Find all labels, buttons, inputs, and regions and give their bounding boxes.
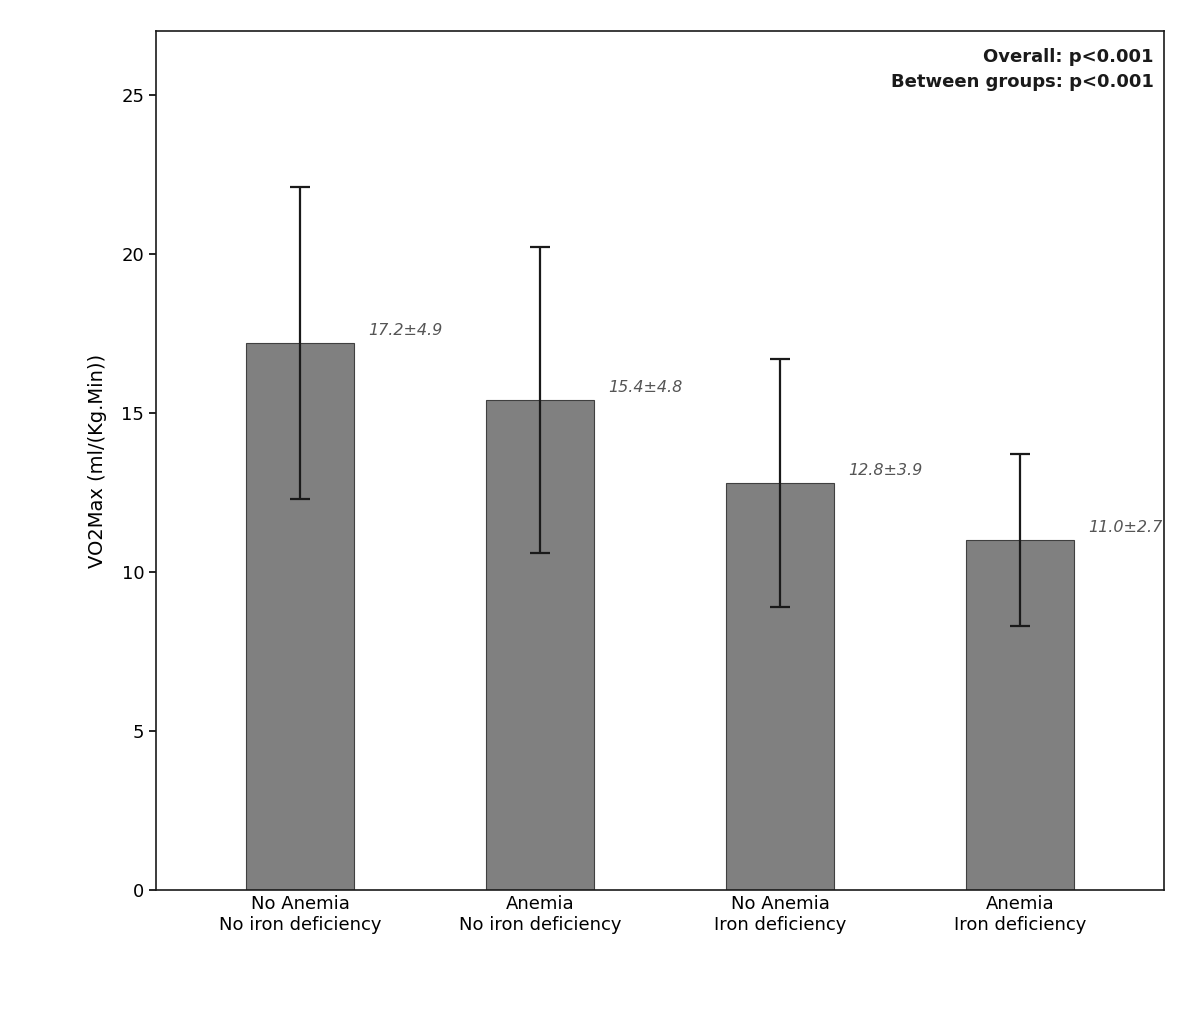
Bar	[726, 483, 834, 890]
Bar	[486, 401, 594, 890]
Text: 15.4±4.8: 15.4±4.8	[608, 380, 683, 395]
Bar	[246, 343, 354, 890]
Y-axis label: VO2Max (ml/(Kg.Min)): VO2Max (ml/(Kg.Min))	[89, 354, 107, 567]
Bar	[966, 540, 1074, 890]
Text: 17.2±4.9: 17.2±4.9	[368, 323, 443, 338]
Text: Overall: p<0.001
Between groups: p<0.001: Overall: p<0.001 Between groups: p<0.001	[892, 49, 1154, 91]
Text: 11.0±2.7: 11.0±2.7	[1088, 521, 1163, 535]
Text: 12.8±3.9: 12.8±3.9	[848, 463, 923, 478]
